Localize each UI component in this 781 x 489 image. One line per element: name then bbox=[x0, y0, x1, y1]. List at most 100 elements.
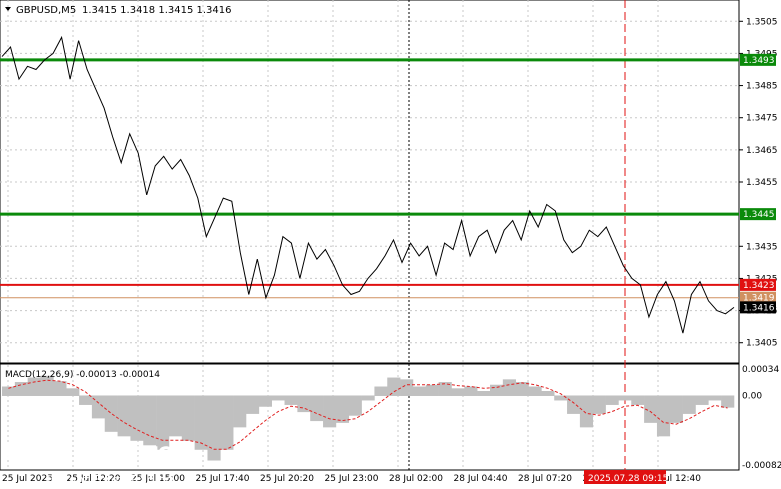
macd-bar bbox=[207, 395, 221, 461]
macd-bar bbox=[53, 381, 67, 396]
level-tag-label: 1.3493 bbox=[743, 56, 775, 66]
macd-bar bbox=[490, 384, 504, 396]
level-tag-label: 1.3423 bbox=[743, 281, 775, 291]
time-label: 25 Jul 17:40 bbox=[196, 474, 250, 484]
time-highlight-box bbox=[584, 470, 666, 484]
level-tag-label: 1.3416 bbox=[743, 303, 775, 313]
time-label: 25 Jul 12:20 bbox=[67, 474, 121, 484]
watermark-tagline: Instant Forex Trading bbox=[47, 473, 173, 487]
instaforex-logo-icon bbox=[6, 432, 44, 470]
macd-bar bbox=[708, 395, 722, 401]
macd-bar bbox=[91, 395, 106, 419]
price-tick-label: 1.3475 bbox=[746, 114, 778, 124]
macd-bar bbox=[425, 384, 439, 396]
macd-bar bbox=[438, 382, 452, 396]
macd-bar bbox=[592, 395, 606, 414]
macd-bar bbox=[477, 391, 491, 396]
macd-bar bbox=[233, 395, 247, 428]
macd-bar bbox=[451, 388, 465, 396]
macd-bar bbox=[631, 395, 645, 405]
macd-bar bbox=[374, 386, 388, 396]
macd-bar bbox=[412, 386, 427, 396]
macd-bar bbox=[361, 395, 375, 401]
price-tick-label: 1.3405 bbox=[746, 339, 778, 349]
level-tag-box bbox=[740, 53, 776, 66]
macd-bar bbox=[464, 386, 478, 396]
time-label: 28 Jul 07:20 bbox=[518, 474, 572, 484]
macd-bar bbox=[618, 395, 632, 401]
macd-bar bbox=[220, 395, 234, 450]
macd-bar bbox=[541, 391, 555, 396]
macd-bar bbox=[117, 395, 131, 437]
macd-bar bbox=[156, 395, 170, 450]
macd-bar bbox=[669, 395, 683, 423]
level-tag-label: 1.3445 bbox=[743, 210, 775, 220]
price-tick-label: 1.3485 bbox=[746, 82, 778, 92]
macd-bar bbox=[554, 395, 568, 401]
symbol-label: GBPUSD,M5 bbox=[16, 5, 76, 16]
macd-bar bbox=[194, 395, 208, 450]
price-tick-label: 1.3505 bbox=[746, 17, 778, 27]
macd-bar bbox=[644, 395, 658, 423]
price-tick-label: 1.3465 bbox=[746, 146, 778, 156]
macd-tick-label: 0.00 bbox=[742, 391, 762, 401]
macd-bar bbox=[695, 395, 709, 405]
macd-bar bbox=[605, 395, 619, 405]
macd-bar bbox=[258, 395, 272, 407]
macd-bar bbox=[528, 386, 542, 396]
macd-bar bbox=[14, 382, 28, 396]
macd-bar bbox=[348, 395, 362, 416]
macd-label: MACD(12,26,9) -0.00013 -0.00014 bbox=[5, 370, 160, 380]
time-label: 28 Jul 12:40 bbox=[647, 474, 701, 484]
macd-bar bbox=[130, 395, 144, 441]
macd-bar bbox=[323, 395, 337, 428]
time-highlight: 2025.07.28 09:15 bbox=[588, 474, 668, 484]
macd-bar bbox=[502, 379, 516, 396]
level-tag-box bbox=[740, 208, 776, 221]
level-tag-box bbox=[740, 301, 776, 314]
macd-bar bbox=[387, 377, 401, 396]
macd-bar bbox=[682, 395, 696, 414]
macd-bar bbox=[79, 395, 93, 405]
price-tick-label: 1.3455 bbox=[746, 178, 778, 188]
macd-bar bbox=[656, 395, 671, 437]
macd-bar bbox=[104, 395, 118, 432]
level-tag-box bbox=[740, 278, 776, 291]
time-label: 25 Jul 20:20 bbox=[260, 474, 314, 484]
watermark-brand: instaforex bbox=[47, 437, 191, 466]
macd-bar bbox=[271, 395, 285, 401]
ohlc-values: 1.3415 1.3418 1.3415 1.3416 bbox=[82, 5, 232, 16]
macd-bar bbox=[181, 395, 195, 441]
grid-lines bbox=[0, 0, 739, 470]
macd-signal-line bbox=[8, 379, 728, 450]
macd-bar bbox=[579, 395, 594, 428]
macd-bar bbox=[335, 395, 350, 423]
macd-bar bbox=[246, 395, 260, 414]
macd-bar bbox=[168, 395, 183, 437]
watermark: instaforex Instant Forex Trading bbox=[6, 432, 191, 487]
macd-tick-label: 0.00034 bbox=[742, 365, 779, 375]
time-label: 25 Jul 15:00 bbox=[131, 474, 185, 484]
time-label: 25 Jul 23:00 bbox=[325, 474, 379, 484]
macd-bar bbox=[143, 395, 157, 446]
macd-bar bbox=[297, 395, 311, 413]
macd-bar bbox=[400, 379, 414, 396]
level-tag-box bbox=[740, 291, 776, 304]
macd-bar bbox=[310, 395, 324, 422]
time-label: 28 Jul 04:40 bbox=[454, 474, 508, 484]
macd-tick-label: -0.00082 bbox=[742, 461, 781, 471]
macd-bar bbox=[2, 386, 16, 396]
macd-bar bbox=[66, 388, 80, 396]
time-label: 25 Jul 2025 bbox=[2, 474, 53, 484]
price-line bbox=[1, 35, 735, 334]
triangle-down-icon[interactable] bbox=[5, 7, 11, 11]
macd-bar bbox=[284, 395, 298, 405]
macd-bar bbox=[27, 377, 41, 396]
macd-bar bbox=[567, 395, 581, 414]
level-tag-label: 1.3419 bbox=[743, 294, 775, 304]
time-label: 28 Jul 02:00 bbox=[389, 474, 443, 484]
macd-bar bbox=[721, 395, 735, 408]
price-tick-label: 1.3435 bbox=[746, 242, 778, 252]
macd-bar bbox=[515, 382, 529, 396]
